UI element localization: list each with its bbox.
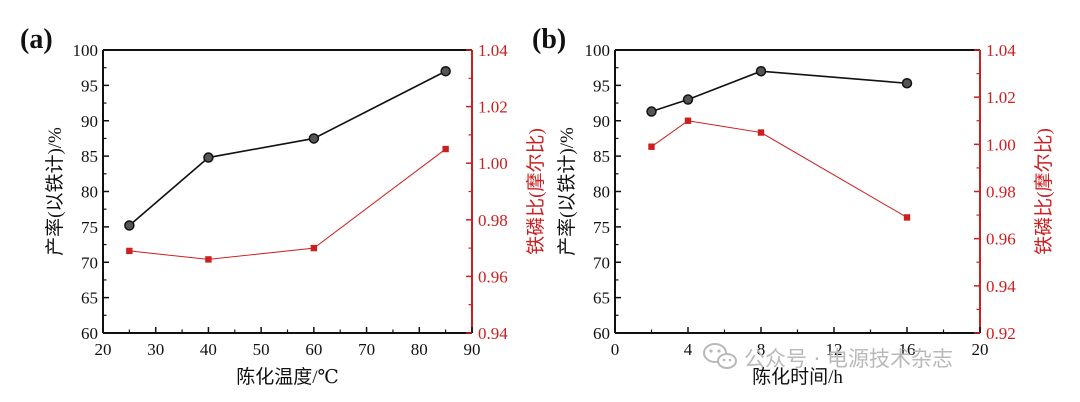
panel-a: 20 30 40 50 60 70 80 90 60 65 70 75 80 85 90 95 100 0.94 0… <box>20 24 547 388</box>
yield-point <box>901 78 913 89</box>
yield-point <box>682 94 694 105</box>
left-y-tick-label: 80 <box>81 183 98 202</box>
left-y-tick-label: 65 <box>593 289 610 308</box>
x-tick-label: 30 <box>147 340 164 359</box>
left-y-axis-title: 产率(以铁计)/% <box>44 127 66 256</box>
left-y-axis-title: 产率(以铁计)/% <box>556 127 578 256</box>
right-y-tick-label: 0.96 <box>986 230 1016 249</box>
wechat-icon <box>703 343 737 369</box>
yield-series-line <box>651 70 908 113</box>
x-tick-label: 60 <box>305 340 322 359</box>
watermark: 公众号 · 电源技术杂志 <box>703 343 953 371</box>
left-y-tick-label: 70 <box>81 253 98 272</box>
left-y-tick-label: 85 <box>81 147 98 166</box>
yield-point <box>646 106 657 117</box>
left-y-tick-label: 70 <box>593 253 610 272</box>
fe-p-ratio-point <box>757 129 765 136</box>
right-y-axis-title: 铁磷比(摩尔比) <box>525 128 547 255</box>
panel-b: 0 4 8 12 16 20 60 65 70 75 80 85 90 95 100 0.92 0.94 0.96… <box>532 24 1055 388</box>
right-y-tick-label: 0.94 <box>478 324 508 343</box>
fe-p-ratio-point <box>684 117 692 124</box>
right-y-tick-label: 0.96 <box>478 267 508 286</box>
right-y-axis-title: 铁磷比(摩尔比) <box>1033 128 1055 255</box>
right-y-tick-label: 1.02 <box>478 98 508 117</box>
right-y-tick-label: 1.04 <box>986 41 1016 60</box>
x-tick-label: 20 <box>972 340 989 359</box>
fe-p-ratio-point <box>126 247 133 255</box>
x-tick-label: 90 <box>464 340 481 359</box>
left-y-tick-label: 95 <box>81 76 98 95</box>
left-y-tick-label: 75 <box>81 218 98 237</box>
left-y-tick-label: 65 <box>81 289 98 308</box>
left-y-tick-label: 90 <box>81 112 98 131</box>
left-y-tick-label: 75 <box>593 218 610 237</box>
x-tick-label: 50 <box>253 340 270 359</box>
x-axis-title: 陈化温度/℃ <box>236 366 339 388</box>
right-y-tick-label: 0.94 <box>986 277 1016 296</box>
x-tick-label: 12 <box>826 340 843 359</box>
left-y-tick-label: 60 <box>593 324 610 343</box>
right-y-tick-label: 0.92 <box>986 324 1016 343</box>
right-y-tick-label: 0.98 <box>478 211 508 230</box>
fe-p-ratio-point <box>903 214 911 221</box>
right-y-tick-label: 1.00 <box>986 135 1016 154</box>
left-y-tick-label: 85 <box>593 147 610 166</box>
left-y-tick-label: 95 <box>593 76 610 95</box>
yield-point <box>440 65 451 77</box>
left-y-tick-label: 60 <box>81 324 98 343</box>
yield-series-line <box>128 70 447 227</box>
fe-p-ratio-series-line <box>651 120 908 218</box>
x-tick-label: 4 <box>684 340 693 359</box>
yield-point <box>755 65 767 77</box>
yield-point <box>124 220 135 231</box>
panel-label: (a) <box>20 24 53 55</box>
x-tick-label: 20 <box>95 340 112 359</box>
left-y-tick-label: 80 <box>593 183 610 202</box>
x-tick-label: 0 <box>611 340 620 359</box>
x-tick-label: 8 <box>757 340 766 359</box>
left-y-tick-label: 100 <box>585 41 611 60</box>
fe-p-ratio-point <box>310 244 318 252</box>
x-tick-label: 16 <box>899 340 916 359</box>
right-y-tick-label: 0.98 <box>986 183 1016 202</box>
fe-p-ratio-point <box>442 145 449 153</box>
watermark-text: 公众号 · 电源技术杂志 <box>744 347 953 371</box>
panel-label: (b) <box>532 24 566 55</box>
fe-p-ratio-point <box>205 256 212 263</box>
left-y-tick-label: 90 <box>593 112 610 131</box>
x-tick-label: 40 <box>200 340 217 359</box>
right-y-tick-label: 1.02 <box>986 88 1016 107</box>
yield-point <box>203 152 214 163</box>
yield-point <box>308 133 320 144</box>
x-tick-label: 80 <box>411 340 428 359</box>
fe-p-ratio-point <box>648 143 655 150</box>
x-axis-title: 陈化时间/h <box>752 366 843 388</box>
x-tick-label: 70 <box>358 340 375 359</box>
left-y-tick-label: 100 <box>73 41 99 60</box>
right-y-tick-label: 1.04 <box>478 41 508 60</box>
right-y-tick-label: 1.00 <box>478 154 508 173</box>
fe-p-ratio-series-line <box>129 148 446 260</box>
